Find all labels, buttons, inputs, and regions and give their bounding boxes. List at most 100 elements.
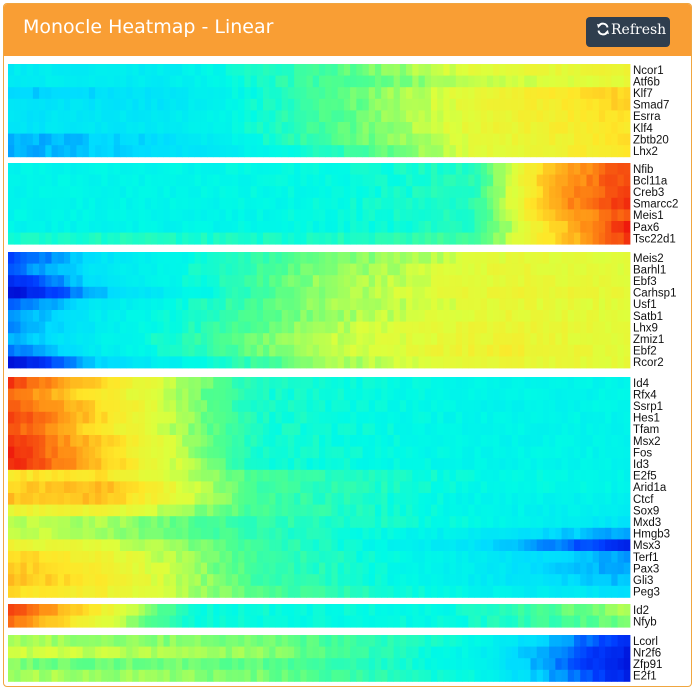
heatmap-cell: [70, 423, 77, 436]
heatmap-cell: [605, 481, 612, 494]
heatmap-cell: [331, 446, 339, 459]
heatmap-cell: [113, 551, 121, 563]
heatmap-cell: [32, 275, 40, 288]
heatmap-cell: [499, 286, 506, 299]
heatmap-cell: [250, 174, 258, 187]
heatmap-cell: [399, 615, 407, 628]
heatmap-cell: [63, 197, 71, 210]
heatmap-cell: [592, 145, 600, 158]
heatmap-cell: [605, 646, 612, 659]
heatmap-cell: [207, 209, 214, 222]
heatmap-cell: [157, 356, 164, 369]
heatmap-cell: [300, 321, 307, 334]
heatmap-cell: [530, 310, 538, 322]
gene-label: Pax3: [633, 563, 659, 575]
heatmap-cell: [511, 87, 519, 100]
heatmap-cell: [374, 504, 382, 517]
heatmap-cell: [331, 377, 339, 389]
heatmap-cell: [144, 562, 152, 575]
heatmap-cell: [418, 423, 426, 436]
heatmap-cell: [518, 527, 525, 540]
heatmap-cell: [200, 551, 208, 563]
heatmap-cell: [605, 551, 612, 563]
heatmap-cell: [605, 411, 612, 424]
heatmap-cell: [101, 585, 108, 598]
heatmap-cell: [138, 423, 146, 436]
heatmap-cell: [567, 527, 575, 540]
heatmap-cell: [518, 481, 525, 494]
heatmap-cell: [269, 221, 276, 233]
heatmap-cell: [101, 145, 108, 158]
heatmap-cell: [524, 186, 531, 199]
heatmap-cell: [39, 400, 46, 413]
heatmap-cell: [536, 493, 544, 505]
heatmap-cell: [20, 110, 28, 123]
heatmap-cell: [188, 516, 195, 529]
heatmap-cell: [95, 174, 102, 187]
heatmap-cell: [175, 174, 183, 187]
heatmap-cell: [399, 388, 407, 401]
heatmap-cell: [443, 133, 451, 146]
heatmap-cell: [45, 275, 52, 288]
heatmap-cell: [132, 551, 140, 563]
heatmap-cell: [412, 493, 419, 505]
heatmap-cell: [169, 209, 177, 222]
heatmap-cell: [82, 516, 90, 529]
heatmap-cell: [188, 435, 195, 447]
heatmap-cell: [132, 377, 140, 389]
heatmap-cell: [244, 263, 251, 276]
heatmap-cell: [188, 344, 195, 357]
heatmap-cell: [350, 504, 357, 517]
heatmap-cell: [119, 98, 127, 111]
heatmap-cell: [238, 435, 245, 447]
heatmap-cell: [362, 333, 370, 346]
heatmap-cell: [269, 585, 276, 598]
heatmap-cell: [623, 388, 631, 401]
heatmap-cell: [368, 98, 376, 111]
heatmap-cell: [337, 174, 345, 187]
heatmap-cell: [219, 669, 227, 682]
heatmap-cell: [63, 658, 71, 671]
heatmap-cell: [350, 658, 357, 671]
heatmap-cell: [586, 356, 594, 369]
heatmap-cell: [39, 75, 46, 88]
heatmap-cell: [493, 435, 500, 447]
heatmap-cell: [412, 64, 419, 76]
refresh-button[interactable]: Refresh: [586, 17, 670, 47]
heatmap-cell: [486, 356, 494, 369]
heatmap-cell: [244, 333, 251, 346]
heatmap-cell: [244, 286, 251, 299]
heatmap-cell: [350, 646, 357, 659]
heatmap-cell: [530, 527, 538, 540]
heatmap-cell: [424, 286, 432, 299]
heatmap-cell: [63, 286, 71, 299]
heatmap-cell: [312, 493, 320, 505]
heatmap-cell: [231, 133, 239, 146]
heatmap-cell: [8, 197, 15, 210]
heatmap-cell: [480, 163, 488, 175]
heatmap-cell: [418, 275, 426, 288]
heatmap-cell: [300, 469, 307, 482]
heatmap-cell: [480, 344, 488, 357]
heatmap-cell: [617, 286, 625, 299]
heatmap-cell: [430, 493, 438, 505]
heatmap-cell: [356, 458, 363, 471]
heatmap-cell: [45, 539, 52, 552]
heatmap-cell: [95, 388, 102, 401]
heatmap-cell: [26, 64, 34, 76]
heatmap-cell: [244, 163, 251, 175]
heatmap-cell: [381, 435, 388, 447]
heatmap-cell: [574, 388, 581, 401]
heatmap-cell: [113, 604, 121, 616]
heatmap-cell: [393, 411, 401, 424]
heatmap-cell: [356, 481, 363, 494]
heatmap-cell: [331, 615, 339, 628]
heatmap-cell: [157, 658, 164, 671]
gene-label: Esrra: [633, 111, 661, 123]
heatmap-cell: [567, 333, 575, 346]
heatmap-cell: [70, 574, 77, 587]
heatmap-cell: [213, 209, 220, 222]
heatmap-cell: [312, 469, 320, 482]
heatmap-cell: [350, 232, 357, 245]
heatmap-cell: [256, 585, 264, 598]
